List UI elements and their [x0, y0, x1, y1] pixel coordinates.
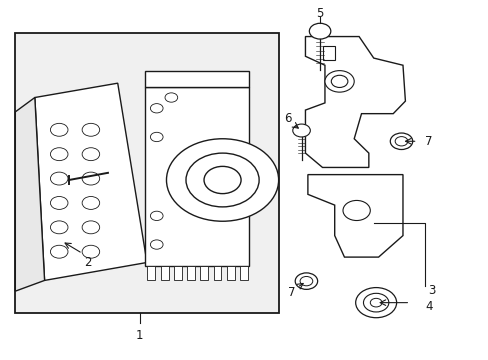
Circle shape	[292, 124, 310, 137]
Circle shape	[82, 197, 100, 210]
Text: 3: 3	[427, 284, 435, 297]
Circle shape	[150, 211, 163, 221]
Circle shape	[330, 75, 347, 87]
Circle shape	[342, 201, 369, 221]
Circle shape	[50, 197, 68, 210]
Circle shape	[50, 148, 68, 161]
Circle shape	[82, 172, 100, 185]
Circle shape	[164, 93, 177, 102]
Text: 1: 1	[136, 329, 143, 342]
Circle shape	[185, 153, 259, 207]
Polygon shape	[35, 83, 147, 280]
Circle shape	[82, 245, 100, 258]
Circle shape	[150, 240, 163, 249]
Bar	[147, 266, 155, 280]
Circle shape	[394, 136, 407, 146]
Bar	[15, 33, 278, 313]
Bar	[240, 266, 247, 280]
Text: 7: 7	[424, 135, 432, 148]
Circle shape	[355, 288, 396, 318]
Bar	[322, 45, 334, 60]
Circle shape	[150, 132, 163, 141]
Circle shape	[82, 221, 100, 234]
Circle shape	[50, 123, 68, 136]
Circle shape	[82, 148, 100, 161]
Polygon shape	[307, 175, 402, 257]
Circle shape	[166, 139, 278, 221]
Bar	[174, 266, 182, 280]
Polygon shape	[305, 37, 405, 167]
Circle shape	[295, 273, 317, 289]
Circle shape	[203, 166, 241, 194]
Circle shape	[309, 23, 330, 39]
Bar	[213, 266, 221, 280]
Circle shape	[50, 172, 68, 185]
Circle shape	[363, 293, 388, 312]
Circle shape	[300, 276, 312, 286]
Bar	[161, 266, 168, 280]
Circle shape	[50, 221, 68, 234]
Text: 4: 4	[424, 300, 432, 313]
Text: 6: 6	[283, 112, 290, 125]
Text: 7: 7	[287, 287, 295, 300]
Circle shape	[389, 133, 412, 149]
Text: 5: 5	[316, 7, 323, 20]
Text: 2: 2	[83, 256, 91, 269]
Circle shape	[50, 245, 68, 258]
Bar	[200, 266, 208, 280]
Circle shape	[82, 123, 100, 136]
Bar	[226, 266, 234, 280]
Bar	[144, 71, 249, 87]
Circle shape	[150, 104, 163, 113]
Bar	[187, 266, 195, 280]
Polygon shape	[15, 98, 44, 291]
Circle shape	[325, 71, 353, 92]
Circle shape	[369, 298, 381, 307]
Bar	[144, 87, 249, 266]
